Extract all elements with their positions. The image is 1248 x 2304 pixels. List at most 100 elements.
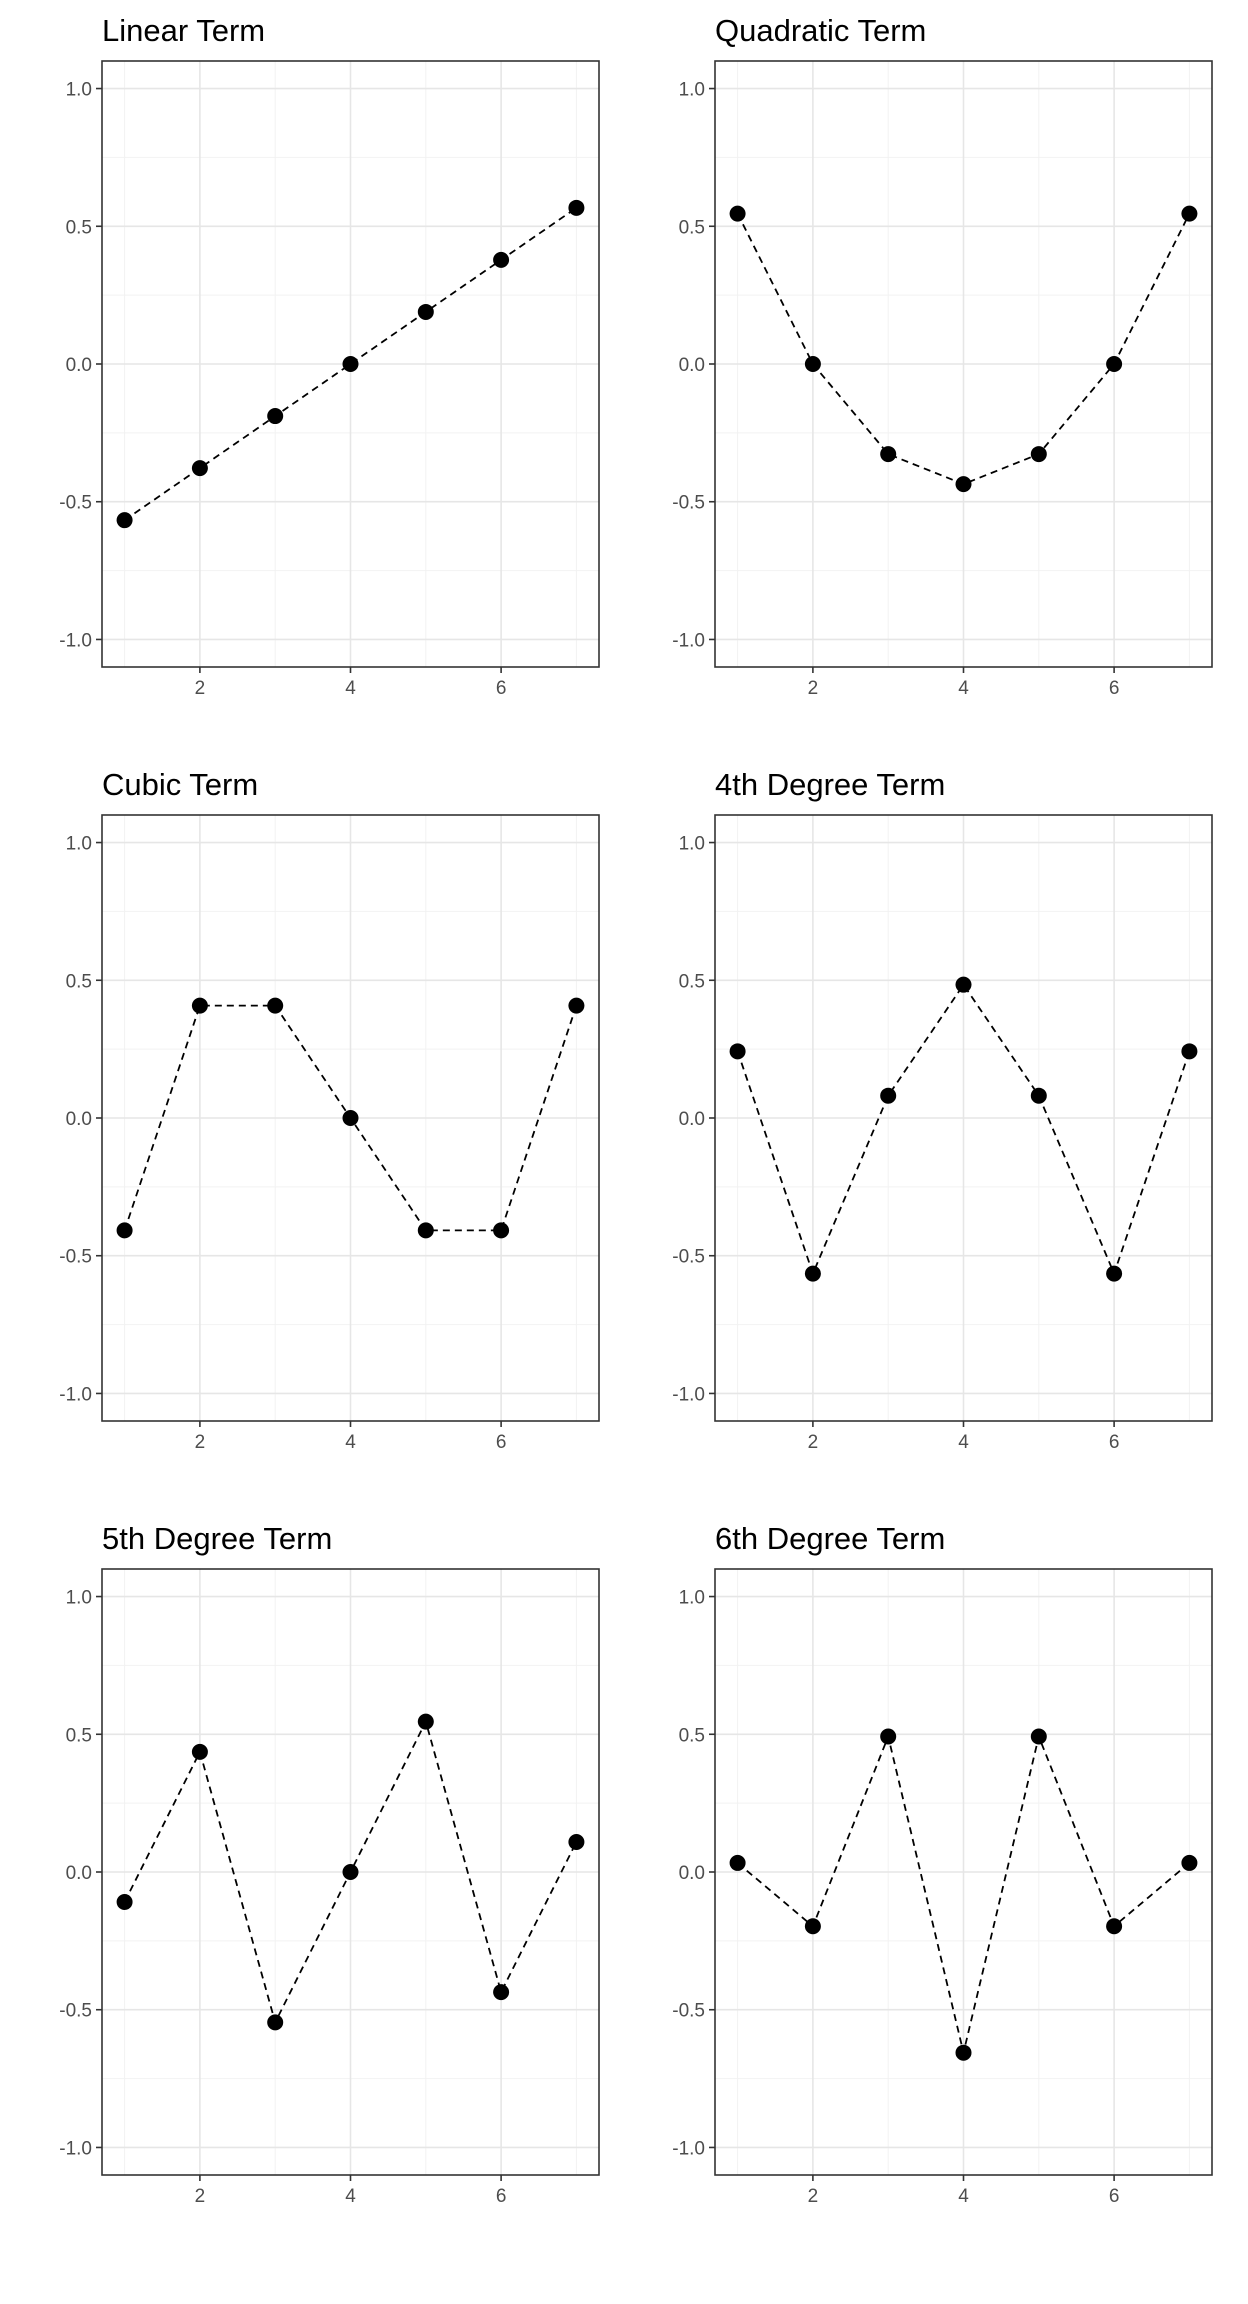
x-tick-label: 4 [958, 678, 969, 699]
data-point [1181, 1043, 1198, 1060]
chart-panel-6: 6th Degree Term -1.0 -0.5 0.0 0.5 1.0 2 4 6 [672, 1521, 1213, 2207]
y-tick-label: 1.0 [679, 1588, 705, 1609]
data-point [267, 408, 284, 425]
data-point [191, 997, 208, 1014]
data-point [1106, 356, 1123, 372]
data-point [955, 976, 972, 993]
x-tick-label: 6 [496, 678, 507, 699]
y-tick-label: 0.5 [66, 217, 92, 238]
x-tick-label: 6 [496, 1432, 507, 1453]
data-point [880, 446, 897, 463]
chart-panel-4: 4th Degree Term -1.0 -0.5 0.0 0.5 1.0 2 4 6 [672, 767, 1213, 1453]
x-tick-label: 4 [345, 1432, 356, 1453]
y-tick-label: -1.0 [59, 2138, 92, 2159]
data-point [342, 1864, 359, 1880]
x-tick-label: 2 [195, 678, 206, 699]
y-tick-label: 1.0 [66, 1588, 92, 1609]
data-point [729, 1854, 746, 1871]
y-tick-label: -1.0 [672, 2138, 705, 2159]
x-tick-label: 6 [1109, 678, 1120, 699]
data-point [1106, 1918, 1123, 1935]
data-point [568, 997, 585, 1014]
y-tick-label: -1.0 [672, 630, 705, 651]
x-tick-label: 2 [808, 1432, 819, 1453]
data-point [116, 512, 133, 529]
data-point [342, 1110, 359, 1126]
x-tick-label: 6 [1109, 2186, 1120, 2207]
y-tick-label: 0.5 [679, 1725, 705, 1746]
chart-panel-5: 5th Degree Term -1.0 -0.5 0.0 0.5 1.0 2 4 6 [59, 1521, 600, 2207]
x-tick-label: 4 [958, 2186, 969, 2207]
x-tick-label: 4 [345, 678, 356, 699]
y-tick-label: 1.0 [679, 80, 705, 101]
panel-title: 5th Degree Term [102, 1521, 332, 1556]
x-tick-label: 2 [808, 2186, 819, 2207]
data-point [267, 997, 284, 1014]
data-point [417, 1713, 434, 1730]
data-point [804, 1265, 821, 1282]
y-tick-label: 0.0 [679, 355, 705, 376]
y-tick-label: -0.5 [672, 1247, 705, 1268]
x-tick-label: 2 [808, 678, 819, 699]
y-tick-label: -1.0 [59, 1384, 92, 1405]
data-point [804, 356, 821, 372]
y-tick-label: 0.0 [66, 1863, 92, 1884]
data-point [191, 1743, 208, 1760]
data-point [1181, 1854, 1198, 1871]
y-tick-label: 0.0 [66, 355, 92, 376]
data-point [880, 1728, 897, 1745]
y-tick-label: 0.0 [679, 1863, 705, 1884]
chart-panel-3: Cubic Term -1.0 -0.5 0.0 0.5 1.0 2 4 6 [59, 767, 600, 1453]
y-tick-label: -1.0 [672, 1384, 705, 1405]
x-tick-label: 2 [195, 1432, 206, 1453]
data-point [417, 1222, 434, 1239]
x-tick-label: 4 [958, 1432, 969, 1453]
data-point [880, 1087, 897, 1104]
data-point [729, 1043, 746, 1060]
chart-panel-1: Linear Term -1.0 -0.5 0.0 0.5 1.0 2 4 6 [59, 13, 600, 699]
data-point [1106, 1265, 1123, 1282]
data-point [493, 251, 510, 268]
data-point [955, 2044, 972, 2061]
y-tick-label: 1.0 [66, 834, 92, 855]
y-tick-label: -0.5 [59, 2001, 92, 2022]
panel-title: Quadratic Term [715, 13, 926, 48]
y-tick-label: 0.5 [679, 971, 705, 992]
y-tick-label: 0.5 [66, 971, 92, 992]
y-tick-label: -1.0 [59, 630, 92, 651]
data-point [1030, 446, 1047, 463]
data-point [116, 1894, 133, 1911]
data-point [955, 476, 972, 493]
data-point [1030, 1728, 1047, 1745]
y-tick-label: 0.5 [66, 1725, 92, 1746]
x-tick-label: 6 [1109, 1432, 1120, 1453]
data-point [493, 1984, 510, 2001]
data-point [804, 1918, 821, 1935]
y-tick-label: 1.0 [66, 80, 92, 101]
data-point [116, 1222, 133, 1239]
data-point [568, 199, 585, 216]
data-point [417, 303, 434, 320]
panel-title: Cubic Term [102, 767, 258, 802]
panel-title: 6th Degree Term [715, 1521, 945, 1556]
data-point [1181, 205, 1198, 222]
data-point [568, 1833, 585, 1850]
data-point [267, 2014, 284, 2031]
y-tick-label: -0.5 [59, 1247, 92, 1268]
y-tick-label: 1.0 [679, 834, 705, 855]
y-tick-label: 0.0 [679, 1109, 705, 1130]
y-tick-label: -0.5 [672, 493, 705, 514]
data-point [342, 356, 359, 372]
y-tick-label: -0.5 [59, 493, 92, 514]
y-tick-label: 0.0 [66, 1109, 92, 1130]
panel-title: 4th Degree Term [715, 767, 945, 802]
data-point [191, 460, 208, 477]
data-point [493, 1222, 510, 1239]
chart-panel-2: Quadratic Term -1.0 -0.5 0.0 0.5 1.0 2 4 6 [672, 13, 1213, 699]
y-tick-label: -0.5 [672, 2001, 705, 2022]
data-point [1030, 1087, 1047, 1104]
x-tick-label: 6 [496, 2186, 507, 2207]
data-point [729, 205, 746, 222]
y-tick-label: 0.5 [679, 217, 705, 238]
